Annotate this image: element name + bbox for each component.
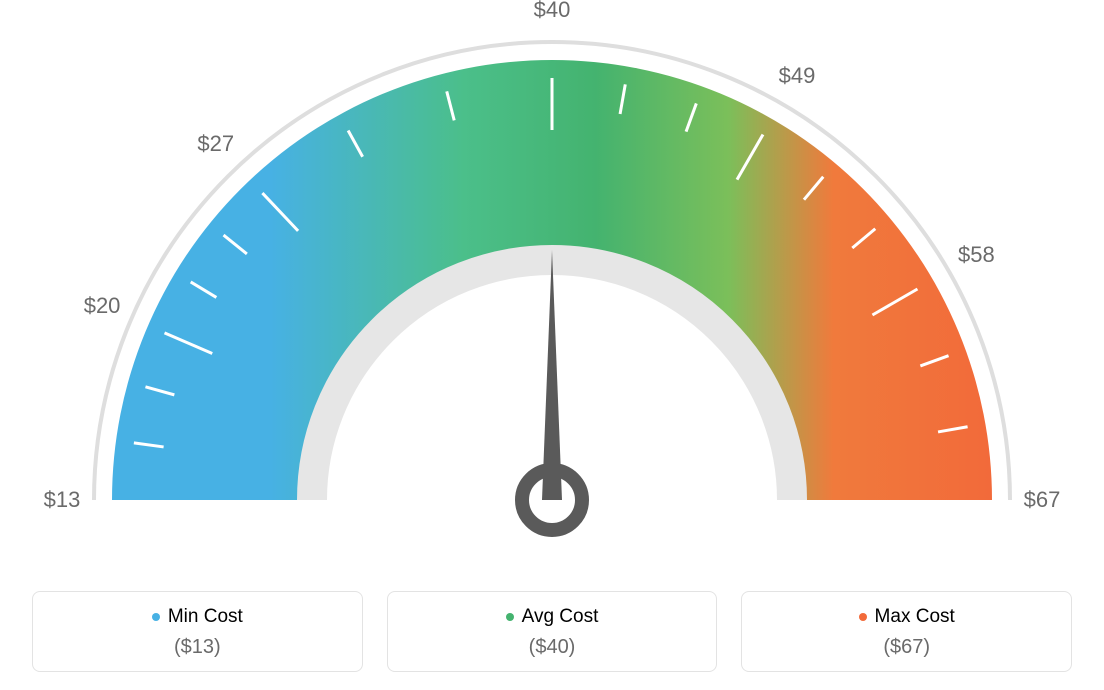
scale-label: $58 xyxy=(958,242,995,268)
legend-card-min: Min Cost ($13) xyxy=(32,591,363,672)
gauge-svg xyxy=(0,0,1104,570)
legend-title-avg: Avg Cost xyxy=(506,606,599,628)
legend-title-min: Min Cost xyxy=(152,606,243,628)
legend-card-max: Max Cost ($67) xyxy=(741,591,1072,672)
legend-dot-min xyxy=(152,613,160,621)
legend-dot-max xyxy=(859,613,867,621)
scale-label: $20 xyxy=(84,293,121,319)
gauge-area: $13 $20 $27 $40 $49 $58 $67 xyxy=(0,0,1104,570)
legend-value-avg: ($40) xyxy=(398,636,707,659)
legend-value-max: ($67) xyxy=(752,636,1061,659)
legend-dot-avg xyxy=(506,613,514,621)
legend-label-min: Min Cost xyxy=(168,606,243,628)
scale-label: $13 xyxy=(44,487,81,513)
legend-value-min: ($13) xyxy=(43,636,352,659)
scale-label: $67 xyxy=(1024,487,1061,513)
scale-label: $27 xyxy=(197,131,234,157)
scale-label: $40 xyxy=(534,0,571,23)
scale-label: $49 xyxy=(779,63,816,89)
legend-label-avg: Avg Cost xyxy=(522,606,599,628)
legend-row: Min Cost ($13) Avg Cost ($40) Max Cost (… xyxy=(0,591,1104,672)
legend-label-max: Max Cost xyxy=(875,606,955,628)
cost-gauge-chart: $13 $20 $27 $40 $49 $58 $67 Min Cost ($13) Avg… xyxy=(0,0,1104,690)
legend-card-avg: Avg Cost ($40) xyxy=(387,591,718,672)
legend-title-max: Max Cost xyxy=(859,606,955,628)
